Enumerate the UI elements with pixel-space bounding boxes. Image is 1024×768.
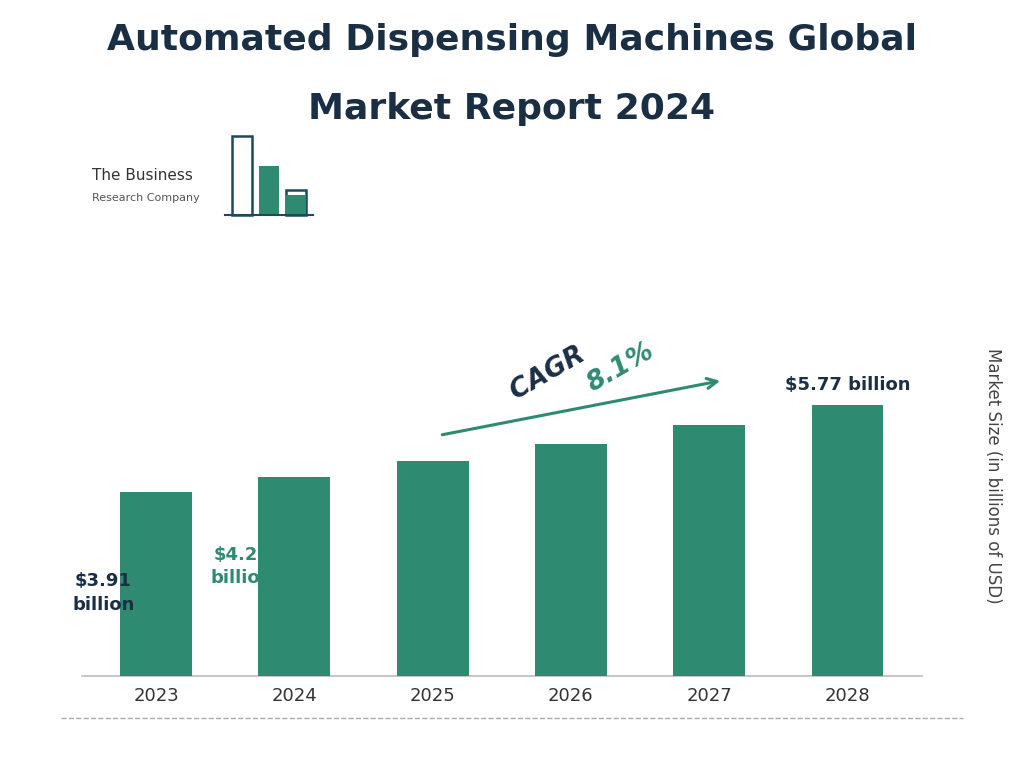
Text: Market Report 2024: Market Report 2024 xyxy=(308,92,716,126)
Bar xyxy=(259,166,280,216)
Text: CAGR: CAGR xyxy=(506,338,598,406)
Bar xyxy=(258,477,331,676)
Bar xyxy=(120,492,191,676)
Bar xyxy=(673,425,745,676)
Bar xyxy=(231,136,252,216)
Bar xyxy=(535,444,607,676)
Bar xyxy=(396,461,469,676)
Text: $3.91
billion: $3.91 billion xyxy=(73,572,135,614)
Text: The Business: The Business xyxy=(92,168,194,183)
Text: $5.77 billion: $5.77 billion xyxy=(784,376,910,395)
Bar xyxy=(812,405,884,676)
Text: 8.1%: 8.1% xyxy=(582,338,658,397)
Bar xyxy=(286,190,306,216)
Bar xyxy=(286,196,306,216)
Text: Market Size (in billions of USD): Market Size (in billions of USD) xyxy=(984,349,1002,604)
Text: Automated Dispensing Machines Global: Automated Dispensing Machines Global xyxy=(106,23,918,57)
Text: $4.23
billion: $4.23 billion xyxy=(211,546,273,588)
Text: Research Company: Research Company xyxy=(92,194,200,204)
